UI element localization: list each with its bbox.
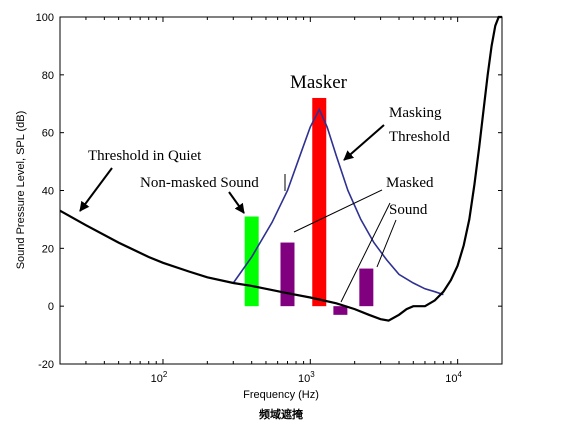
masking-threshold-curve (232, 107, 444, 296)
y-axis: -20 0 20 40 60 80 100 (36, 12, 502, 371)
non-masked-sound-label: Non-masked Sound (140, 175, 259, 191)
masker-bar (312, 97, 327, 307)
masked-bar (333, 306, 348, 315)
masked-sound-label-2: Sound (389, 202, 428, 218)
y-tick-label: 20 (42, 243, 54, 255)
threshold-in-quiet-label: Threshold in Quiet (88, 148, 202, 164)
x-tick-label: 103 (298, 370, 315, 385)
threshold-in-quiet-arrow (79, 167, 113, 212)
figure-caption: 频域遮掩 (259, 407, 304, 421)
y-tick-label: 0 (48, 301, 54, 313)
non-masked-bar (244, 216, 259, 307)
masked-sound-pointer-3 (376, 219, 397, 268)
y-tick-label: 80 (42, 70, 54, 82)
y-tick-label: 40 (42, 186, 54, 198)
x-tick-label: 102 (151, 370, 168, 385)
masked-bar (359, 268, 374, 307)
y-tick-label: 100 (36, 12, 54, 24)
masked-sound-pointer-1 (293, 189, 383, 233)
lines-group (59, 15, 502, 322)
masked-sound-pointer-2 (340, 202, 391, 303)
non-masked-sound-arrow (228, 191, 245, 214)
threshold-in-quiet-curve (59, 15, 502, 322)
y-tick-label: -20 (38, 359, 54, 371)
masker-label: Masker (290, 72, 348, 93)
y-axis-title: Sound Pressure Level, SPL (dB) (15, 111, 27, 270)
masking-threshold-arrow (343, 124, 385, 161)
masked-sound-label-1: Masked (386, 175, 434, 191)
masking-threshold-label-2: Threshold (389, 129, 450, 145)
x-tick-label: 104 (445, 370, 462, 385)
x-axis-title: Frequency (Hz) (243, 389, 319, 401)
masked-bar (280, 242, 295, 307)
plot-frame (59, 16, 503, 365)
plot-background (60, 17, 502, 364)
masking-threshold-label-1: Masking (389, 105, 442, 121)
bars-group (244, 97, 374, 315)
y-tick-label: 60 (42, 128, 54, 140)
